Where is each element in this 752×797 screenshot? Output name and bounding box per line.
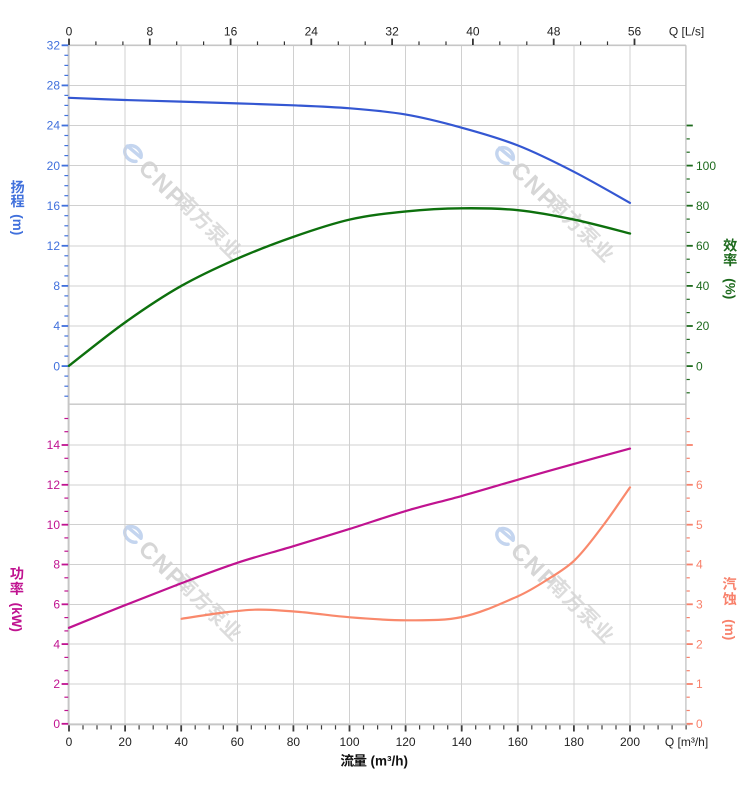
svg-text:14: 14 [47, 438, 61, 452]
svg-text:(m): (m) [722, 619, 737, 640]
svg-text:CNP: CNP [134, 155, 192, 213]
svg-text:(%): (%) [723, 278, 738, 299]
svg-text:8: 8 [53, 279, 60, 293]
svg-text:0: 0 [66, 735, 73, 749]
svg-text:100: 100 [696, 159, 716, 173]
svg-text:(m³/h): (m³/h) [371, 754, 409, 769]
svg-text:5: 5 [696, 518, 703, 532]
svg-text:24: 24 [305, 25, 319, 39]
svg-text:6: 6 [53, 598, 60, 612]
svg-text:80: 80 [696, 199, 710, 213]
svg-text:20: 20 [47, 159, 61, 173]
svg-text:80: 80 [287, 735, 301, 749]
svg-text:56: 56 [628, 25, 642, 39]
svg-text:24: 24 [47, 119, 61, 133]
svg-text:40: 40 [175, 735, 189, 749]
svg-text:10: 10 [47, 518, 61, 532]
svg-text:4: 4 [53, 637, 60, 651]
svg-text:140: 140 [452, 735, 472, 749]
svg-text:200: 200 [620, 735, 640, 749]
svg-text:2: 2 [696, 637, 703, 651]
svg-text:32: 32 [385, 25, 399, 39]
svg-text:60: 60 [696, 239, 710, 253]
svg-text:48: 48 [547, 25, 561, 39]
svg-text:6: 6 [696, 478, 703, 492]
svg-text:4: 4 [696, 558, 703, 572]
svg-text:1: 1 [696, 677, 703, 691]
svg-text:(m): (m) [10, 214, 25, 235]
svg-text:0: 0 [66, 25, 73, 39]
svg-text:12: 12 [47, 478, 61, 492]
svg-text:8: 8 [53, 558, 60, 572]
svg-text:32: 32 [47, 39, 61, 53]
svg-text:12: 12 [47, 239, 61, 253]
svg-text:8: 8 [146, 25, 153, 39]
svg-text:3: 3 [696, 598, 703, 612]
svg-text:16: 16 [224, 25, 238, 39]
svg-text:20: 20 [696, 319, 710, 333]
svg-text:160: 160 [508, 735, 528, 749]
svg-text:40: 40 [696, 279, 710, 293]
svg-text:120: 120 [396, 735, 416, 749]
svg-text:0: 0 [696, 717, 703, 731]
svg-text:16: 16 [47, 199, 61, 213]
svg-text:28: 28 [47, 79, 61, 93]
svg-text:100: 100 [339, 735, 359, 749]
svg-text:Q [L/s]: Q [L/s] [669, 25, 704, 39]
svg-text:Q [m³/h]: Q [m³/h] [665, 735, 708, 749]
svg-text:0: 0 [53, 359, 60, 373]
svg-text:0: 0 [53, 717, 60, 731]
svg-text:0: 0 [696, 359, 703, 373]
svg-text:4: 4 [53, 319, 60, 333]
svg-text:20: 20 [118, 735, 132, 749]
svg-text:(kW): (kW) [9, 603, 24, 632]
svg-text:180: 180 [564, 735, 584, 749]
svg-text:40: 40 [466, 25, 480, 39]
svg-text:2: 2 [53, 677, 60, 691]
svg-text:60: 60 [231, 735, 245, 749]
